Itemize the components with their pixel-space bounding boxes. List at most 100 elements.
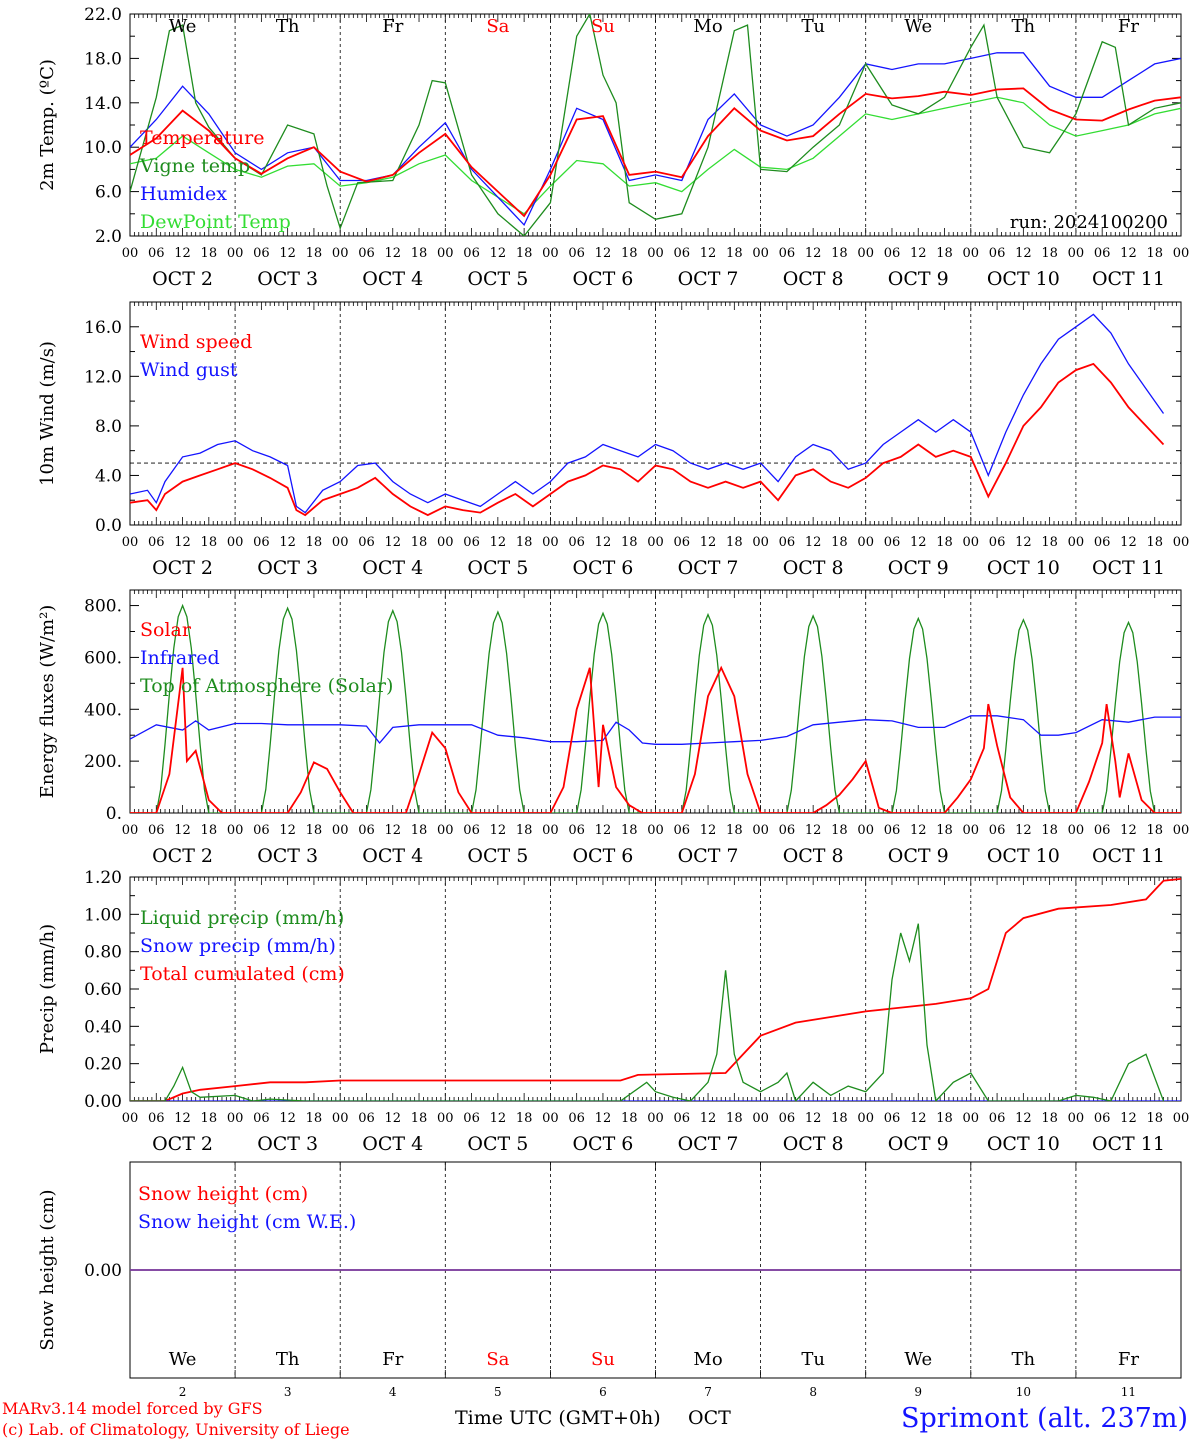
footer: Time UTC (GMT+0h) OCT MARv3.14 model force… xyxy=(2,1399,1188,1439)
x-hour-label: 06 xyxy=(779,535,796,550)
x-hour-label: 06 xyxy=(568,246,585,261)
x-hour-label: 18 xyxy=(201,535,218,550)
x-date-label: OCT 2 xyxy=(152,268,213,290)
y-axis-label: Precip (mm/h) xyxy=(37,924,58,1054)
panel-wind: 0.0 4.0 8.0 12.0 16.0 10m Wind (m/s) Wind spee… xyxy=(37,301,1189,579)
y-tick-label: 400. xyxy=(84,700,122,720)
x-hour-label: 06 xyxy=(1094,246,1111,261)
y-tick-label: 0.80 xyxy=(84,943,122,963)
legend-entry: DewPoint Temp xyxy=(140,211,291,233)
x-hour-label: 06 xyxy=(463,823,480,838)
x-hour-label: 06 xyxy=(253,535,270,550)
day-number-label: 6 xyxy=(599,1385,607,1399)
day-number-label: 4 xyxy=(389,1385,397,1399)
x-hour-label: 12 xyxy=(805,246,822,261)
x-hour-label: 00 xyxy=(542,823,559,838)
x-date-label: OCT 3 xyxy=(257,845,318,867)
x-date-label: OCT 5 xyxy=(467,557,528,579)
x-date-label: OCT 10 xyxy=(987,557,1060,579)
plot-frame xyxy=(129,589,1182,814)
x-date-label: OCT 3 xyxy=(257,268,318,290)
x-date-label: OCT 7 xyxy=(678,1133,739,1155)
x-hour-label: 06 xyxy=(1094,823,1111,838)
x-hour-label: 12 xyxy=(700,1111,717,1126)
x-hour-label: 06 xyxy=(779,246,796,261)
legend-entry: Wind gust xyxy=(140,359,238,381)
x-date-label: OCT 6 xyxy=(572,557,633,579)
y-tick-label: 0. xyxy=(106,804,122,824)
y-axis-label: 10m Wind (m/s) xyxy=(37,341,58,486)
day-number-label: 11 xyxy=(1121,1385,1136,1399)
day-name-label: Sa xyxy=(486,16,509,37)
x-hour-label: 12 xyxy=(279,823,296,838)
x-hour-label: 06 xyxy=(884,535,901,550)
y-tick-label: 800. xyxy=(84,597,122,617)
day-name-label: Mo xyxy=(693,16,722,37)
x-date-label: OCT 9 xyxy=(888,268,949,290)
legend-entry: Snow precip (mm/h) xyxy=(140,935,336,957)
station-title: Sprimont (alt. 237m) xyxy=(901,1403,1188,1434)
x-hour-label: 06 xyxy=(253,823,270,838)
x-hour-label: 06 xyxy=(148,1111,165,1126)
x-hour-label: 18 xyxy=(831,1111,848,1126)
x-hour-label: 18 xyxy=(936,535,953,550)
x-hour-label: 00 xyxy=(332,823,349,838)
series-line-2 xyxy=(130,603,1181,813)
day-name-label: Su xyxy=(591,1349,615,1370)
x-hour-label: 00 xyxy=(1068,535,1085,550)
legend-entry: Infrared xyxy=(140,647,220,669)
legend-entry: Top of Atmosphere (Solar) xyxy=(140,675,393,697)
panel-temperature: 2.0 6.0 10.0 14.0 18.0 22.0 2m Temp. (ºC) Tempe… xyxy=(37,5,1189,290)
x-date-label: OCT 9 xyxy=(888,1133,949,1155)
x-hour-label: 18 xyxy=(306,246,323,261)
x-hour-label: 12 xyxy=(595,823,612,838)
y-tick-label: 14.0 xyxy=(84,94,122,114)
x-date-label: OCT 6 xyxy=(572,1133,633,1155)
x-date-label: OCT 4 xyxy=(362,557,423,579)
x-hour-label: 12 xyxy=(805,823,822,838)
legend-entry: Vigne temp xyxy=(139,155,250,177)
x-hour-label: 18 xyxy=(1146,1111,1163,1126)
y-tick-label: 2.0 xyxy=(95,227,122,247)
y-tick-label: 0.0 xyxy=(95,516,122,536)
series-line-3 xyxy=(130,96,1181,215)
x-hour-label: 12 xyxy=(910,1111,927,1126)
x-date-label: OCT 2 xyxy=(152,1133,213,1155)
x-hour-label: 06 xyxy=(1094,535,1111,550)
x-date-label: OCT 8 xyxy=(783,268,844,290)
x-hour-label: 18 xyxy=(936,246,953,261)
x-hour-label: 06 xyxy=(148,823,165,838)
x-hour-label: 12 xyxy=(174,823,191,838)
x-hour-label: 12 xyxy=(1015,1111,1032,1126)
x-hour-label: 06 xyxy=(148,246,165,261)
y-tick-label: 200. xyxy=(84,752,122,772)
x-hour-label: 12 xyxy=(490,823,507,838)
x-hour-label: 00 xyxy=(437,1111,454,1126)
panel-snow: 0.00 Snow height (cm) Snow height (cm) Snow… xyxy=(37,1161,1182,1399)
y-tick-label: 4.0 xyxy=(95,466,122,486)
x-hour-label: 12 xyxy=(1120,535,1137,550)
x-hour-label: 06 xyxy=(358,823,375,838)
x-hour-label: 06 xyxy=(779,823,796,838)
x-hour-label: 18 xyxy=(516,535,533,550)
x-date-label: OCT 7 xyxy=(678,845,739,867)
x-hour-label: 00 xyxy=(1068,1111,1085,1126)
x-hour-label: 12 xyxy=(1015,535,1032,550)
x-hour-label: 06 xyxy=(989,823,1006,838)
x-date-label: OCT 5 xyxy=(467,1133,528,1155)
legend-entry: Snow height (cm) xyxy=(138,1183,308,1205)
x-hour-label: 00 xyxy=(963,823,980,838)
x-hour-label: 00 xyxy=(437,535,454,550)
x-hour-label: 12 xyxy=(279,1111,296,1126)
x-hour-label: 00 xyxy=(542,1111,559,1126)
x-hour-label: 00 xyxy=(122,246,139,261)
x-hour-label: 12 xyxy=(1015,823,1032,838)
x-hour-label: 18 xyxy=(306,1111,323,1126)
x-date-label: OCT 11 xyxy=(1092,845,1165,867)
x-date-label: OCT 2 xyxy=(152,557,213,579)
x-date-label: OCT 4 xyxy=(362,1133,423,1155)
x-hour-label: 00 xyxy=(227,823,244,838)
x-hour-label: 00 xyxy=(857,246,874,261)
x-hour-label: 12 xyxy=(1120,246,1137,261)
